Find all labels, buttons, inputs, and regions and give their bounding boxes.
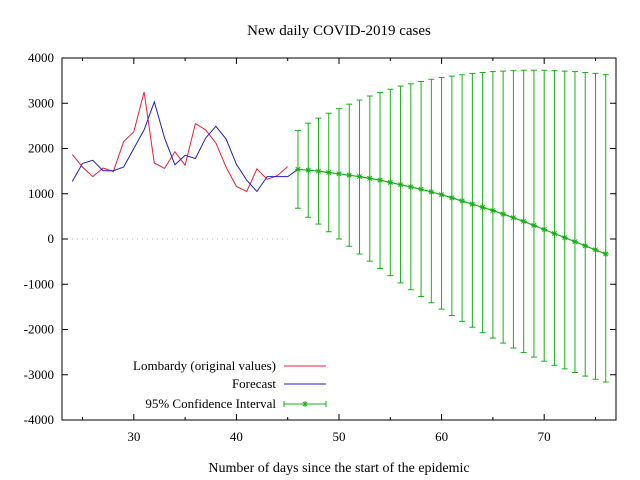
data-point-marker — [315, 168, 322, 175]
series-1 — [71, 100, 299, 193]
data-point-marker — [407, 183, 414, 190]
ticks-layer: -4000 -3000 -2000 -1000 0 1000 2000 3000 4000 30 4… — [24, 50, 616, 444]
data-point-marker — [510, 214, 517, 221]
y-tick-label: 2000 — [28, 141, 54, 156]
legend-label: Forecast — [232, 376, 276, 391]
y-tick-label: 1000 — [28, 186, 54, 201]
data-point-marker — [530, 222, 537, 229]
data-point-marker — [582, 242, 589, 249]
data-point-marker — [346, 172, 353, 179]
x-tick-label: 40 — [230, 429, 243, 444]
data-point-marker — [561, 234, 568, 241]
data-point-marker — [325, 169, 332, 176]
y-tick-label: -4000 — [24, 412, 54, 427]
data-point-marker — [305, 167, 312, 174]
series-line — [71, 91, 289, 193]
series-2 — [294, 69, 609, 383]
data-point-marker — [469, 201, 476, 208]
data-point-marker — [366, 175, 373, 182]
data-point-marker — [377, 177, 384, 184]
series-line — [71, 100, 299, 193]
legend-swatch-marker — [302, 401, 308, 407]
y-tick-label: -3000 — [24, 367, 54, 382]
data-point-marker — [592, 246, 599, 253]
x-tick-label: 30 — [127, 429, 140, 444]
data-point-marker — [418, 186, 425, 193]
x-tick-label: 50 — [333, 429, 346, 444]
data-point-marker — [500, 211, 507, 218]
data-point-marker — [602, 250, 609, 257]
data-point-marker — [438, 191, 445, 198]
legend-label: 95% Confidence Interval — [145, 396, 276, 411]
y-tick-label: -1000 — [24, 276, 54, 291]
data-point-marker — [356, 173, 363, 180]
legend-label: Lombardy (original values) — [133, 358, 276, 373]
series-layer — [71, 69, 609, 383]
y-tick-label: 3000 — [28, 95, 54, 110]
data-point-marker — [489, 207, 496, 214]
data-point-marker — [336, 170, 342, 177]
data-point-marker — [541, 226, 548, 233]
data-point-marker — [459, 197, 466, 204]
data-point-marker — [294, 166, 301, 173]
chart-title: New daily COVID-2019 cases — [247, 23, 431, 39]
data-point-marker — [571, 238, 578, 245]
x-tick-label: 70 — [538, 429, 551, 444]
legend: Lombardy (original values) Forecast 95% Co… — [133, 358, 327, 411]
data-point-marker — [551, 230, 558, 237]
data-point-marker — [397, 181, 404, 188]
y-tick-label: 4000 — [28, 50, 54, 65]
data-point-marker — [479, 204, 486, 211]
data-point-marker — [520, 218, 527, 225]
y-tick-label: 0 — [48, 231, 55, 246]
data-point-marker — [428, 188, 435, 195]
data-point-marker — [448, 194, 455, 201]
series-0 — [71, 91, 289, 193]
x-axis-label: Number of days since the start of the ep… — [208, 461, 469, 476]
data-point-marker — [387, 179, 394, 186]
x-tick-label: 60 — [435, 429, 448, 444]
y-tick-label: -2000 — [24, 322, 54, 337]
